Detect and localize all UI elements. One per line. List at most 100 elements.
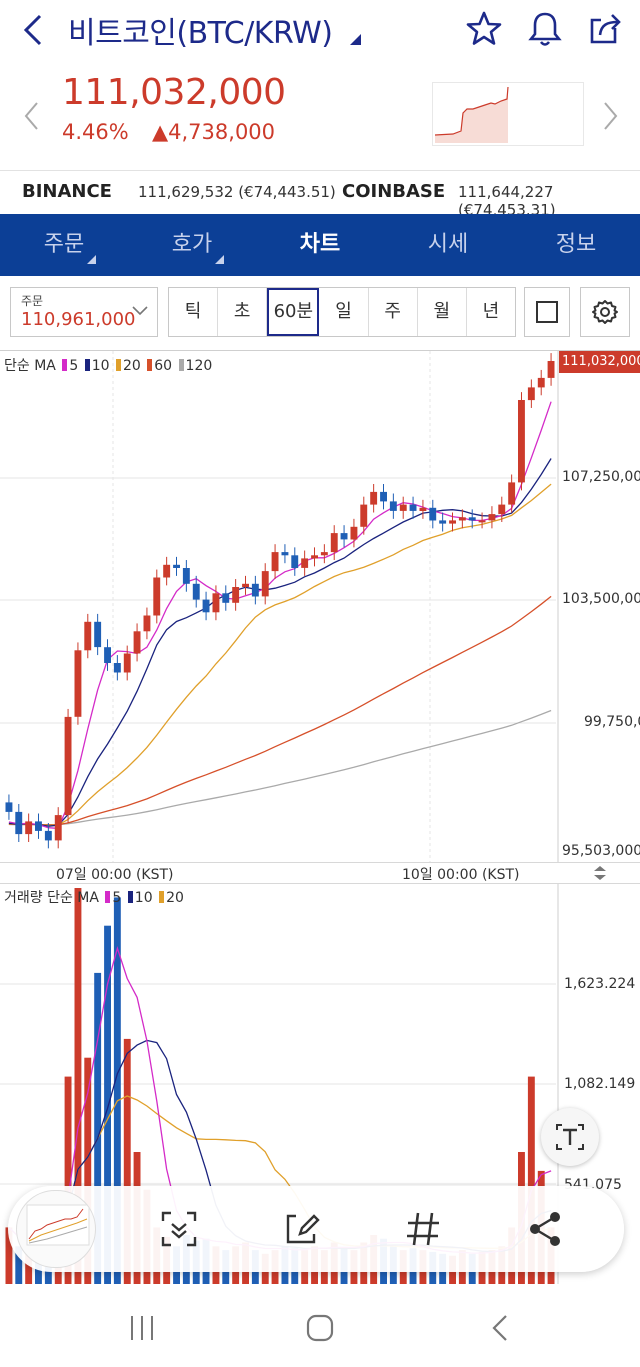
- legend-ma120: 120: [185, 358, 213, 374]
- y-tick-label: 103,500,000: [562, 591, 640, 607]
- legend-prefix: 거래량 단순 MA: [4, 890, 99, 906]
- candle: [340, 533, 348, 540]
- share-icon: [530, 1212, 560, 1246]
- home-button[interactable]: [302, 1310, 338, 1346]
- candle: [409, 504, 417, 511]
- candle: [301, 558, 309, 568]
- volume-bar: [64, 1076, 72, 1284]
- prev-coin-button[interactable]: [20, 98, 44, 134]
- candle: [222, 593, 230, 603]
- volume-bar: [527, 1076, 535, 1284]
- volume-bar: [123, 1038, 131, 1284]
- volume-bar: [74, 888, 82, 1284]
- legend-swatch-ma10: [84, 359, 90, 371]
- candle: [94, 621, 102, 648]
- chevron-right-icon: [604, 102, 618, 130]
- legend-ma60: 60: [154, 358, 173, 374]
- candle: [182, 568, 190, 584]
- candlestick-chart[interactable]: 단순 MA 5 10 20 60 120 111,032,000 107,250…: [0, 350, 640, 863]
- tab-order[interactable]: 주문: [0, 214, 128, 276]
- price-chart-legend: 단순 MA 5 10 20 60 120: [4, 355, 212, 375]
- alert-button[interactable]: [526, 10, 564, 48]
- volume-bar: [104, 925, 111, 1284]
- chevron-left-icon: [24, 102, 38, 130]
- period-second[interactable]: 초: [218, 288, 268, 336]
- tab-label: 호가: [171, 232, 213, 257]
- candle: [84, 621, 92, 651]
- screenshot-toolbar: [8, 1186, 624, 1272]
- next-coin-button[interactable]: [598, 98, 622, 134]
- change-amount: ▲4,738,000: [152, 120, 276, 144]
- extract-text-button[interactable]: [541, 1108, 599, 1166]
- candle: [251, 583, 259, 597]
- period-year[interactable]: 년: [482, 301, 500, 322]
- candle: [163, 564, 171, 578]
- period-day[interactable]: 일: [319, 288, 369, 336]
- candle: [64, 716, 72, 816]
- main-tabs: 주문 호가 차트 시세 정보: [0, 214, 640, 276]
- back-button[interactable]: [18, 10, 54, 50]
- tab-label: 주문: [43, 232, 85, 257]
- page-title[interactable]: 비트코인(BTC/KRW): [68, 16, 333, 51]
- candle: [54, 815, 62, 841]
- tab-market-price[interactable]: 시세: [384, 214, 512, 276]
- period-tick[interactable]: 틱: [169, 288, 219, 336]
- chevron-down-icon: [132, 306, 148, 316]
- text-scan-icon: [556, 1124, 584, 1150]
- chart-settings-button[interactable]: [580, 287, 630, 337]
- volume-bar: [94, 972, 102, 1284]
- period-week[interactable]: 주: [369, 288, 418, 336]
- mini-price-chart: [432, 82, 584, 146]
- volume-bar: [5, 1227, 13, 1284]
- candle: [74, 650, 82, 717]
- gear-icon: [592, 300, 618, 324]
- legend-ma10: 10: [91, 358, 110, 374]
- candle: [439, 520, 447, 524]
- legend-swatch-ma10: [127, 891, 133, 903]
- candle: [133, 631, 141, 654]
- candle: [478, 520, 486, 523]
- legend-swatch-ma20: [115, 359, 121, 371]
- candle: [330, 533, 338, 553]
- fullscreen-button[interactable]: [524, 287, 570, 337]
- tag-button[interactable]: [402, 1208, 444, 1250]
- candle: [399, 504, 407, 511]
- current-price: 111,032,000: [62, 72, 286, 113]
- title-dropdown-caret[interactable]: [350, 34, 361, 45]
- exchange-prices: BINANCE 111,629,532 (€74,443.51) COINBAS…: [0, 170, 640, 219]
- favorite-button[interactable]: [465, 10, 503, 48]
- recent-apps-button[interactable]: [124, 1310, 160, 1346]
- y-tick-label: 1,082.149: [564, 1076, 636, 1092]
- legend-ma10: 10: [134, 890, 153, 906]
- tab-info[interactable]: 정보: [512, 214, 640, 276]
- scroll-capture-button[interactable]: [158, 1208, 200, 1250]
- candle: [320, 552, 328, 556]
- draw-button[interactable]: [280, 1208, 322, 1250]
- order-value: 110,961,000: [21, 309, 136, 330]
- order-label: 주문: [21, 294, 44, 308]
- legend-ma20: 20: [166, 890, 184, 906]
- period-60min[interactable]: 60분: [267, 288, 320, 336]
- screenshot-thumbnail[interactable]: [16, 1190, 96, 1268]
- y-tick-label: 107,250,000: [562, 469, 640, 485]
- volume-bar: [15, 1246, 23, 1284]
- tab-chart[interactable]: 차트: [256, 214, 384, 276]
- dropdown-indicator: [87, 255, 96, 264]
- candle: [281, 552, 289, 556]
- edit-icon: [286, 1214, 320, 1244]
- share-screenshot-button[interactable]: [524, 1208, 566, 1250]
- share-button[interactable]: [587, 10, 625, 48]
- legend-swatch-ma5: [105, 891, 111, 903]
- order-price-select[interactable]: 주문 110,961,000: [10, 287, 158, 337]
- legend-swatch-ma20: [159, 891, 165, 903]
- candle: [113, 663, 121, 673]
- system-back-button[interactable]: [484, 1310, 520, 1346]
- tab-orderbook[interactable]: 호가: [128, 214, 256, 276]
- legend-swatch-ma5: [62, 359, 68, 371]
- period-month[interactable]: 월: [418, 288, 467, 336]
- legend-ma20: 20: [122, 358, 141, 374]
- candle: [498, 504, 506, 515]
- back-icon: [492, 1315, 507, 1341]
- resize-handle-icon[interactable]: [590, 863, 610, 883]
- ma5-line: [8, 401, 552, 830]
